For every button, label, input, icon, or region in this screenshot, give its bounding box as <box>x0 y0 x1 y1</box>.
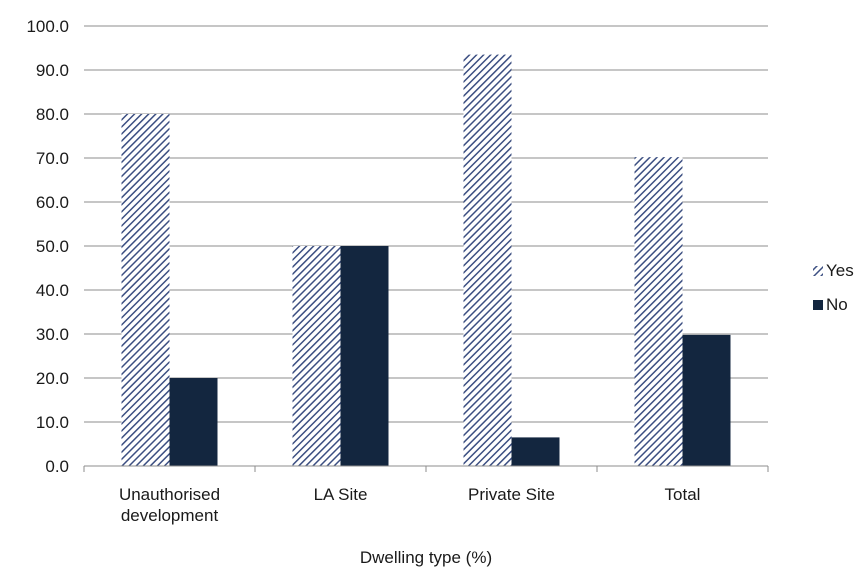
x-axis <box>83 465 769 472</box>
y-tick-label: 60.0 <box>36 193 69 212</box>
x-category-label: Private Site <box>468 485 555 504</box>
bar-no <box>169 378 218 466</box>
legend-swatch-no <box>813 300 823 310</box>
y-tick-label: 50.0 <box>36 237 69 256</box>
x-category-label: Unauthorised development <box>119 485 220 525</box>
bar-yes <box>463 54 512 466</box>
x-axis-title: Dwelling type (%) <box>360 548 492 567</box>
bar-yes <box>121 114 170 466</box>
y-tick-label: 100.0 <box>26 17 69 36</box>
y-tick-label: 80.0 <box>36 105 69 124</box>
y-tick-label: 0.0 <box>45 457 69 476</box>
x-category-label: LA Site <box>314 485 368 504</box>
y-tick-label: 10.0 <box>36 413 69 432</box>
x-category-label: Total <box>665 485 701 504</box>
y-tick-label: 20.0 <box>36 369 69 388</box>
y-tick-label: 70.0 <box>36 149 69 168</box>
bar-yes <box>292 246 341 466</box>
bar-yes <box>634 157 683 466</box>
x-axis-categories: Unauthorised development LA Site Private Si… <box>119 485 701 525</box>
legend-label-yes: Yes <box>826 261 854 280</box>
y-tick-label: 40.0 <box>36 281 69 300</box>
legend-swatch-yes <box>813 266 823 276</box>
y-tick-label: 90.0 <box>36 61 69 80</box>
legend-label-no: No <box>826 295 848 314</box>
y-axis: 0.0 10.0 20.0 30.0 40.0 50.0 60.0 70.0 80.0 90.0 1… <box>26 17 69 476</box>
bars <box>121 54 731 466</box>
bar-no <box>340 246 389 466</box>
legend: Yes No <box>813 261 854 314</box>
y-tick-label: 30.0 <box>36 325 69 344</box>
bar-no <box>511 437 560 466</box>
bar-no <box>682 334 731 466</box>
